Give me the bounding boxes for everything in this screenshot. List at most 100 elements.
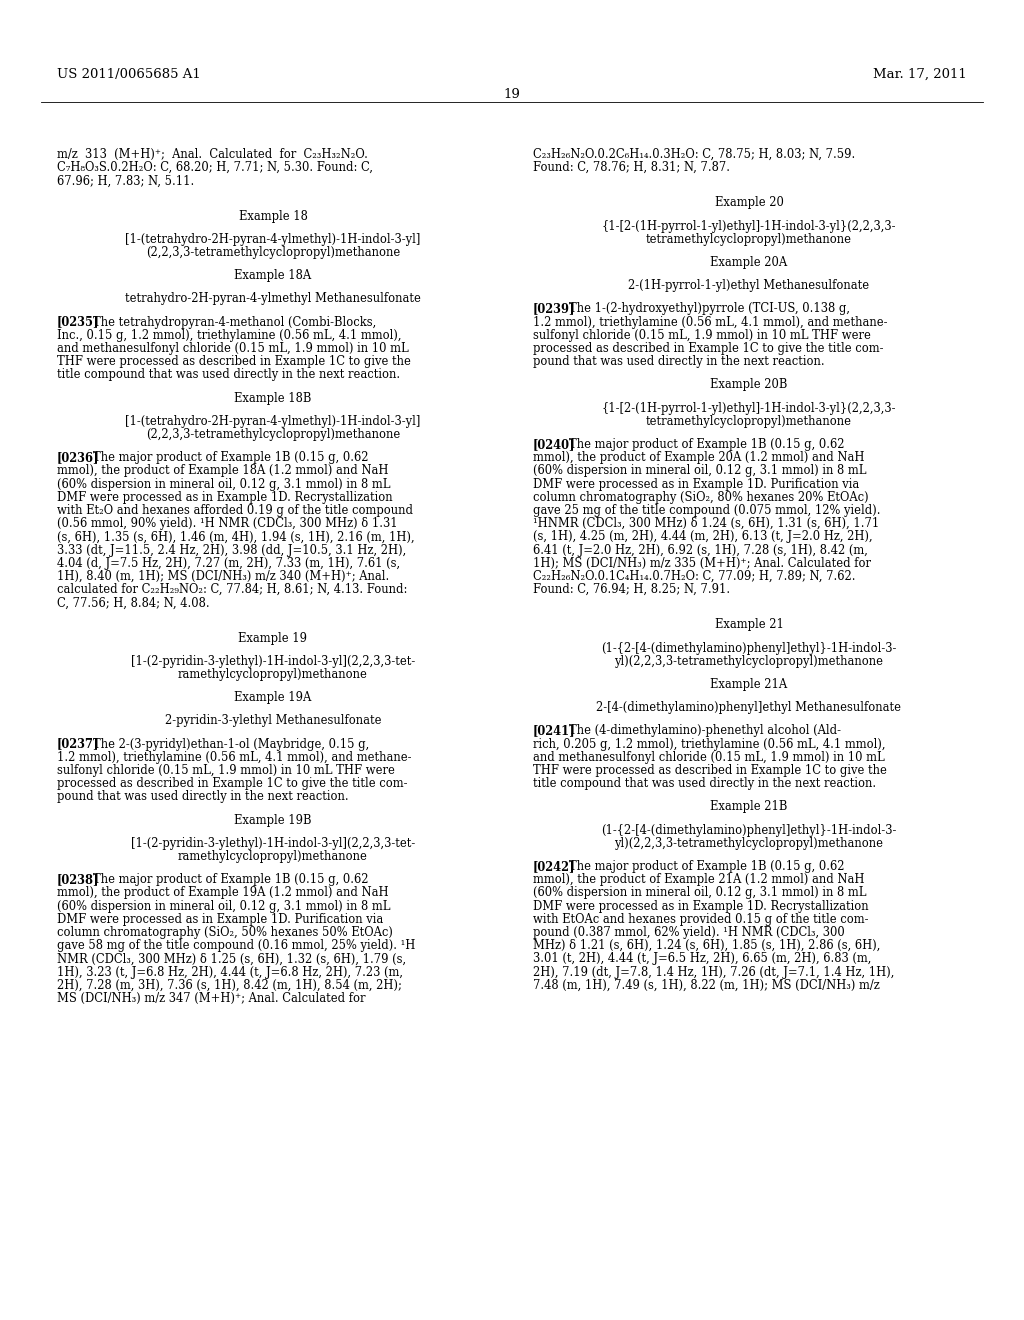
Text: Example 20A: Example 20A [711,256,787,269]
Text: DMF were processed as in Example 1D. Recrystallization: DMF were processed as in Example 1D. Rec… [57,491,392,504]
Text: 1H), 3.23 (t, J=6.8 Hz, 2H), 4.44 (t, J=6.8 Hz, 2H), 7.23 (m,: 1H), 3.23 (t, J=6.8 Hz, 2H), 4.44 (t, J=… [57,966,403,978]
Text: US 2011/0065685 A1: US 2011/0065685 A1 [57,69,201,81]
Text: 2-(1H-pyrrol-1-yl)ethyl Methanesulfonate: 2-(1H-pyrrol-1-yl)ethyl Methanesulfonate [629,280,869,292]
Text: pound (0.387 mmol, 62% yield). ¹H NMR (CDCl₃, 300: pound (0.387 mmol, 62% yield). ¹H NMR (C… [534,927,845,939]
Text: [1-(tetrahydro-2H-pyran-4-ylmethyl)-1H-indol-3-yl]: [1-(tetrahydro-2H-pyran-4-ylmethyl)-1H-i… [125,232,421,246]
Text: (0.56 mmol, 90% yield). ¹H NMR (CDCl₃, 300 MHz) δ 1.31: (0.56 mmol, 90% yield). ¹H NMR (CDCl₃, 3… [57,517,397,531]
Text: Example 18: Example 18 [239,210,307,223]
Text: pound that was used directly in the next reaction.: pound that was used directly in the next… [57,791,348,804]
Text: C₂₃H₂₆N₂O.0.2C₆H₁₄.0.3H₂O: C, 78.75; H, 8.03; N, 7.59.: C₂₃H₂₆N₂O.0.2C₆H₁₄.0.3H₂O: C, 78.75; H, … [534,148,855,161]
Text: NMR (CDCl₃, 300 MHz) δ 1.25 (s, 6H), 1.32 (s, 6H), 1.79 (s,: NMR (CDCl₃, 300 MHz) δ 1.25 (s, 6H), 1.3… [57,953,407,965]
Text: (s, 6H), 1.35 (s, 6H), 1.46 (m, 4H), 1.94 (s, 1H), 2.16 (m, 1H),: (s, 6H), 1.35 (s, 6H), 1.46 (m, 4H), 1.9… [57,531,415,544]
Text: 2H), 7.19 (dt, J=7.8, 1.4 Hz, 1H), 7.26 (dt, J=7.1, 1.4 Hz, 1H),: 2H), 7.19 (dt, J=7.8, 1.4 Hz, 1H), 7.26 … [534,966,894,978]
Text: MS (DCI/NH₃) m/z 347 (M+H)⁺; Anal. Calculated for: MS (DCI/NH₃) m/z 347 (M+H)⁺; Anal. Calcu… [57,993,366,1005]
Text: (60% dispersion in mineral oil, 0.12 g, 3.1 mmol) in 8 mL: (60% dispersion in mineral oil, 0.12 g, … [57,900,390,912]
Text: 3.01 (t, 2H), 4.44 (t, J=6.5 Hz, 2H), 6.65 (m, 2H), 6.83 (m,: 3.01 (t, 2H), 4.44 (t, J=6.5 Hz, 2H), 6.… [534,953,871,965]
Text: mmol), the product of Example 20A (1.2 mmol) and NaH: mmol), the product of Example 20A (1.2 m… [534,451,864,465]
Text: MHz) δ 1.21 (s, 6H), 1.24 (s, 6H), 1.85 (s, 1H), 2.86 (s, 6H),: MHz) δ 1.21 (s, 6H), 1.24 (s, 6H), 1.85 … [534,940,881,952]
Text: ramethylcyclopropyl)methanone: ramethylcyclopropyl)methanone [178,850,368,863]
Text: [1-(2-pyridin-3-ylethyl)-1H-indol-3-yl](2,2,3,3-tet-: [1-(2-pyridin-3-ylethyl)-1H-indol-3-yl](… [131,655,415,668]
Text: The major product of Example 1B (0.15 g, 0.62: The major product of Example 1B (0.15 g,… [569,438,845,451]
Text: Inc., 0.15 g, 1.2 mmol), triethylamine (0.56 mL, 4.1 mmol),: Inc., 0.15 g, 1.2 mmol), triethylamine (… [57,329,401,342]
Text: Example 21: Example 21 [715,618,783,631]
Text: 2-pyridin-3-ylethyl Methanesulfonate: 2-pyridin-3-ylethyl Methanesulfonate [165,714,381,727]
Text: The 1-(2-hydroxyethyl)pyrrole (TCI-US, 0.138 g,: The 1-(2-hydroxyethyl)pyrrole (TCI-US, 0… [569,302,850,315]
Text: THF were processed as described in Example 1C to give the: THF were processed as described in Examp… [57,355,411,368]
Text: gave 58 mg of the title compound (0.16 mmol, 25% yield). ¹H: gave 58 mg of the title compound (0.16 m… [57,940,416,952]
Text: {1-[2-(1H-pyrrol-1-yl)ethyl]-1H-indol-3-yl}(2,2,3,3-: {1-[2-(1H-pyrrol-1-yl)ethyl]-1H-indol-3-… [602,401,896,414]
Text: [1-(2-pyridin-3-ylethyl)-1H-indol-3-yl](2,2,3,3-tet-: [1-(2-pyridin-3-ylethyl)-1H-indol-3-yl](… [131,837,415,850]
Text: tetramethylcyclopropyl)methanone: tetramethylcyclopropyl)methanone [646,414,852,428]
Text: tetrahydro-2H-pyran-4-ylmethyl Methanesulfonate: tetrahydro-2H-pyran-4-ylmethyl Methanesu… [125,293,421,305]
Text: The major product of Example 1B (0.15 g, 0.62: The major product of Example 1B (0.15 g,… [93,874,369,886]
Text: 2-[4-(dimethylamino)phenyl]ethyl Methanesulfonate: 2-[4-(dimethylamino)phenyl]ethyl Methane… [597,701,901,714]
Text: processed as described in Example 1C to give the title com-: processed as described in Example 1C to … [534,342,884,355]
Text: [0236]: [0236] [57,451,99,465]
Text: THF were processed as described in Example 1C to give the: THF were processed as described in Examp… [534,764,887,777]
Text: rich, 0.205 g, 1.2 mmol), triethylamine (0.56 mL, 4.1 mmol),: rich, 0.205 g, 1.2 mmol), triethylamine … [534,738,886,751]
Text: 4.04 (d, J=7.5 Hz, 2H), 7.27 (m, 2H), 7.33 (m, 1H), 7.61 (s,: 4.04 (d, J=7.5 Hz, 2H), 7.27 (m, 2H), 7.… [57,557,400,570]
Text: [0241]: [0241] [534,725,575,738]
Text: Example 19A: Example 19A [234,692,311,704]
Text: Example 20B: Example 20B [711,379,787,392]
Text: title compound that was used directly in the next reaction.: title compound that was used directly in… [534,777,877,791]
Text: 67.96; H, 7.83; N, 5.11.: 67.96; H, 7.83; N, 5.11. [57,174,195,187]
Text: sulfonyl chloride (0.15 mL, 1.9 mmol) in 10 mL THF were: sulfonyl chloride (0.15 mL, 1.9 mmol) in… [534,329,870,342]
Text: mmol), the product of Example 21A (1.2 mmol) and NaH: mmol), the product of Example 21A (1.2 m… [534,874,864,886]
Text: The tetrahydropyran-4-methanol (Combi-Blocks,: The tetrahydropyran-4-methanol (Combi-Bl… [93,315,376,329]
Text: {1-[2-(1H-pyrrol-1-yl)ethyl]-1H-indol-3-yl}(2,2,3,3-: {1-[2-(1H-pyrrol-1-yl)ethyl]-1H-indol-3-… [602,219,896,232]
Text: sulfonyl chloride (0.15 mL, 1.9 mmol) in 10 mL THF were: sulfonyl chloride (0.15 mL, 1.9 mmol) in… [57,764,395,777]
Text: C, 77.56; H, 8.84; N, 4.08.: C, 77.56; H, 8.84; N, 4.08. [57,597,210,610]
Text: 7.48 (m, 1H), 7.49 (s, 1H), 8.22 (m, 1H); MS (DCI/NH₃) m/z: 7.48 (m, 1H), 7.49 (s, 1H), 8.22 (m, 1H)… [534,979,880,991]
Text: [0239]: [0239] [534,302,575,315]
Text: 6.41 (t, J=2.0 Hz, 2H), 6.92 (s, 1H), 7.28 (s, 1H), 8.42 (m,: 6.41 (t, J=2.0 Hz, 2H), 6.92 (s, 1H), 7.… [534,544,868,557]
Text: mmol), the product of Example 18A (1.2 mmol) and NaH: mmol), the product of Example 18A (1.2 m… [57,465,388,478]
Text: DMF were processed as in Example 1D. Purification via: DMF were processed as in Example 1D. Pur… [534,478,859,491]
Text: [0238]: [0238] [57,874,99,886]
Text: (2,2,3,3-tetramethylcyclopropyl)methanone: (2,2,3,3-tetramethylcyclopropyl)methanon… [145,428,400,441]
Text: Mar. 17, 2011: Mar. 17, 2011 [873,69,967,81]
Text: C₇H₈O₃S.0.2H₂O: C, 68.20; H, 7.71; N, 5.30. Found: C,: C₇H₈O₃S.0.2H₂O: C, 68.20; H, 7.71; N, 5.… [57,161,373,174]
Text: Example 19: Example 19 [239,631,307,644]
Text: (60% dispersion in mineral oil, 0.12 g, 3.1 mmol) in 8 mL: (60% dispersion in mineral oil, 0.12 g, … [57,478,390,491]
Text: Example 18A: Example 18A [234,269,311,282]
Text: C₂₂H₂₆N₂O.0.1C₄H₁₄.0.7H₂O: C, 77.09; H, 7.89; N, 7.62.: C₂₂H₂₆N₂O.0.1C₄H₁₄.0.7H₂O: C, 77.09; H, … [534,570,855,583]
Text: column chromatography (SiO₂, 80% hexanes 20% EtOAc): column chromatography (SiO₂, 80% hexanes… [534,491,868,504]
Text: Found: C, 76.94; H, 8.25; N, 7.91.: Found: C, 76.94; H, 8.25; N, 7.91. [534,583,730,597]
Text: processed as described in Example 1C to give the title com-: processed as described in Example 1C to … [57,777,408,791]
Text: 2H), 7.28 (m, 3H), 7.36 (s, 1H), 8.42 (m, 1H), 8.54 (m, 2H);: 2H), 7.28 (m, 3H), 7.36 (s, 1H), 8.42 (m… [57,979,401,991]
Text: 1.2 mmol), triethylamine (0.56 mL, 4.1 mmol), and methane-: 1.2 mmol), triethylamine (0.56 mL, 4.1 m… [534,315,888,329]
Text: The major product of Example 1B (0.15 g, 0.62: The major product of Example 1B (0.15 g,… [93,451,369,465]
Text: Example 20: Example 20 [715,197,783,210]
Text: mmol), the product of Example 19A (1.2 mmol) and NaH: mmol), the product of Example 19A (1.2 m… [57,887,389,899]
Text: (1-{2-[4-(dimethylamino)phenyl]ethyl}-1H-indol-3-: (1-{2-[4-(dimethylamino)phenyl]ethyl}-1H… [601,824,897,837]
Text: The (4-dimethylamino)-phenethyl alcohol (Ald-: The (4-dimethylamino)-phenethyl alcohol … [569,725,841,738]
Text: (60% dispersion in mineral oil, 0.12 g, 3.1 mmol) in 8 mL: (60% dispersion in mineral oil, 0.12 g, … [534,887,866,899]
Text: gave 25 mg of the title compound (0.075 mmol, 12% yield).: gave 25 mg of the title compound (0.075 … [534,504,881,517]
Text: Found: C, 78.76; H, 8.31; N, 7.87.: Found: C, 78.76; H, 8.31; N, 7.87. [534,161,730,174]
Text: (60% dispersion in mineral oil, 0.12 g, 3.1 mmol) in 8 mL: (60% dispersion in mineral oil, 0.12 g, … [534,465,866,478]
Text: title compound that was used directly in the next reaction.: title compound that was used directly in… [57,368,400,381]
Text: [0242]: [0242] [534,861,575,873]
Text: and methanesulfonyl chloride (0.15 mL, 1.9 mmol) in 10 mL: and methanesulfonyl chloride (0.15 mL, 1… [534,751,885,764]
Text: DMF were processed as in Example 1D. Purification via: DMF were processed as in Example 1D. Pur… [57,913,383,925]
Text: [0237]: [0237] [57,738,99,751]
Text: [0240]: [0240] [534,438,575,451]
Text: The major product of Example 1B (0.15 g, 0.62: The major product of Example 1B (0.15 g,… [569,861,845,873]
Text: yl)(2,2,3,3-tetramethylcyclopropyl)methanone: yl)(2,2,3,3-tetramethylcyclopropyl)metha… [614,655,884,668]
Text: tetramethylcyclopropyl)methanone: tetramethylcyclopropyl)methanone [646,232,852,246]
Text: (1-{2-[4-(dimethylamino)phenyl]ethyl}-1H-indol-3-: (1-{2-[4-(dimethylamino)phenyl]ethyl}-1H… [601,642,897,655]
Text: and methanesulfonyl chloride (0.15 mL, 1.9 mmol) in 10 mL: and methanesulfonyl chloride (0.15 mL, 1… [57,342,409,355]
Text: 3.33 (dt, J=11.5, 2.4 Hz, 2H), 3.98 (dd, J=10.5, 3.1 Hz, 2H),: 3.33 (dt, J=11.5, 2.4 Hz, 2H), 3.98 (dd,… [57,544,407,557]
Text: calculated for C₂₂H₂₉NO₂: C, 77.84; H, 8.61; N, 4.13. Found:: calculated for C₂₂H₂₉NO₂: C, 77.84; H, 8… [57,583,408,597]
Text: [0235]: [0235] [57,315,99,329]
Text: DMF were processed as in Example 1D. Recrystallization: DMF were processed as in Example 1D. Rec… [534,900,868,912]
Text: pound that was used directly in the next reaction.: pound that was used directly in the next… [534,355,824,368]
Text: 19: 19 [504,88,520,102]
Text: The 2-(3-pyridyl)ethan-1-ol (Maybridge, 0.15 g,: The 2-(3-pyridyl)ethan-1-ol (Maybridge, … [93,738,370,751]
Text: Example 18B: Example 18B [234,392,311,405]
Text: (s, 1H), 4.25 (m, 2H), 4.44 (m, 2H), 6.13 (t, J=2.0 Hz, 2H),: (s, 1H), 4.25 (m, 2H), 4.44 (m, 2H), 6.1… [534,531,872,544]
Text: 1H), 8.40 (m, 1H); MS (DCI/NH₃) m/z 340 (M+H)⁺; Anal.: 1H), 8.40 (m, 1H); MS (DCI/NH₃) m/z 340 … [57,570,389,583]
Text: Example 21A: Example 21A [711,678,787,690]
Text: Example 21B: Example 21B [711,800,787,813]
